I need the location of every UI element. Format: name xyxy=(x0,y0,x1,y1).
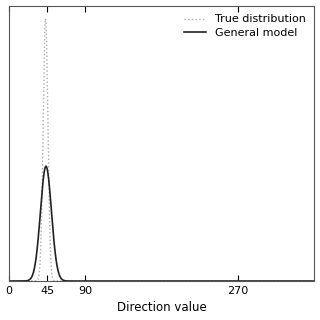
True distribution xyxy=(190,279,194,283)
General model xyxy=(206,279,210,283)
True distribution xyxy=(258,279,262,283)
General model xyxy=(124,279,128,283)
General model xyxy=(258,279,262,283)
True distribution xyxy=(124,279,128,283)
X-axis label: Direction value: Direction value xyxy=(117,301,207,315)
Line: General model: General model xyxy=(9,166,315,281)
True distribution xyxy=(235,279,239,283)
General model xyxy=(190,279,194,283)
True distribution xyxy=(135,279,139,283)
General model xyxy=(257,279,260,283)
Line: True distribution: True distribution xyxy=(9,19,315,281)
General model xyxy=(44,164,48,168)
Legend: True distribution, General model: True distribution, General model xyxy=(180,11,309,41)
General model xyxy=(235,279,239,283)
True distribution xyxy=(206,279,210,283)
True distribution xyxy=(313,279,316,283)
True distribution xyxy=(44,17,47,20)
General model xyxy=(313,279,316,283)
General model xyxy=(63,279,67,283)
General model xyxy=(7,279,11,283)
True distribution xyxy=(7,279,11,283)
True distribution xyxy=(63,279,67,283)
